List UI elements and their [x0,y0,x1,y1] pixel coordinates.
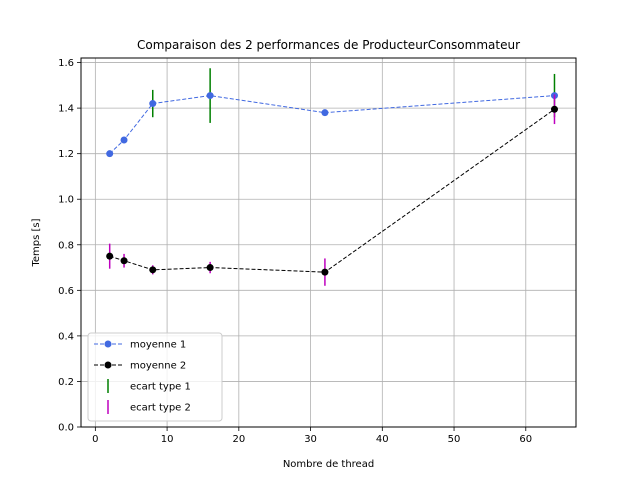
x-tick-label: 50 [448,434,461,445]
y-tick-label: 1.6 [58,58,74,69]
data-point-2 [550,105,558,113]
data-point-1 [321,109,329,117]
data-point-2 [120,257,128,265]
legend-error-label-2: ecart type 2 [130,403,191,414]
legend-box [87,332,223,422]
legend-marker-1 [104,340,112,348]
x-tick-label: 60 [519,434,532,445]
legend-error-label-1: ecart type 1 [130,382,191,393]
x-axis-title: Nombre de thread [283,459,374,470]
legend: moyenne 1 moyenne 2 ecart type 1 ecart type… [87,332,223,422]
y-tick-label: 0.6 [58,286,74,297]
legend-label-2: moyenne 2 [130,361,186,372]
x-tick-label: 20 [232,434,245,445]
data-point-2 [206,264,214,272]
series-2 [106,94,558,286]
y-tick-label: 1.2 [58,149,74,160]
y-tick-label: 1.0 [58,195,74,206]
x-tick-label: 30 [304,434,317,445]
legend-marker-2 [104,361,112,369]
series-1 [106,68,558,158]
x-tick-label: 40 [376,434,389,445]
data-point-1 [149,100,157,108]
data-point-2 [149,266,157,274]
y-tick-label: 1.4 [58,104,74,115]
y-axis-title: Temps [s] [31,218,42,267]
x-tick-label: 0 [92,434,98,445]
axis-ticks: 0 10 20 30 40 50 60 0.0 0.2 0.4 0.6 0.8 1.0 1.2 1.4 1.6 [58,58,532,445]
y-tick-label: 0.2 [58,377,74,388]
y-tick-label: 0.4 [58,331,74,342]
x-tick-label: 10 [161,434,174,445]
data-point-1 [206,92,214,100]
y-tick-label: 0.0 [58,423,74,434]
series-1-line [109,95,555,155]
data-point-1 [120,136,128,144]
data-point-1 [106,150,114,158]
y-tick-label: 0.8 [58,240,74,251]
series-layer [106,68,558,286]
data-point-2 [106,252,114,260]
chart-title: Comparaison des 2 performances de Produc… [137,38,520,52]
plot-frame [80,57,577,428]
data-point-2 [321,268,329,276]
legend-label-1: moyenne 1 [130,340,186,351]
